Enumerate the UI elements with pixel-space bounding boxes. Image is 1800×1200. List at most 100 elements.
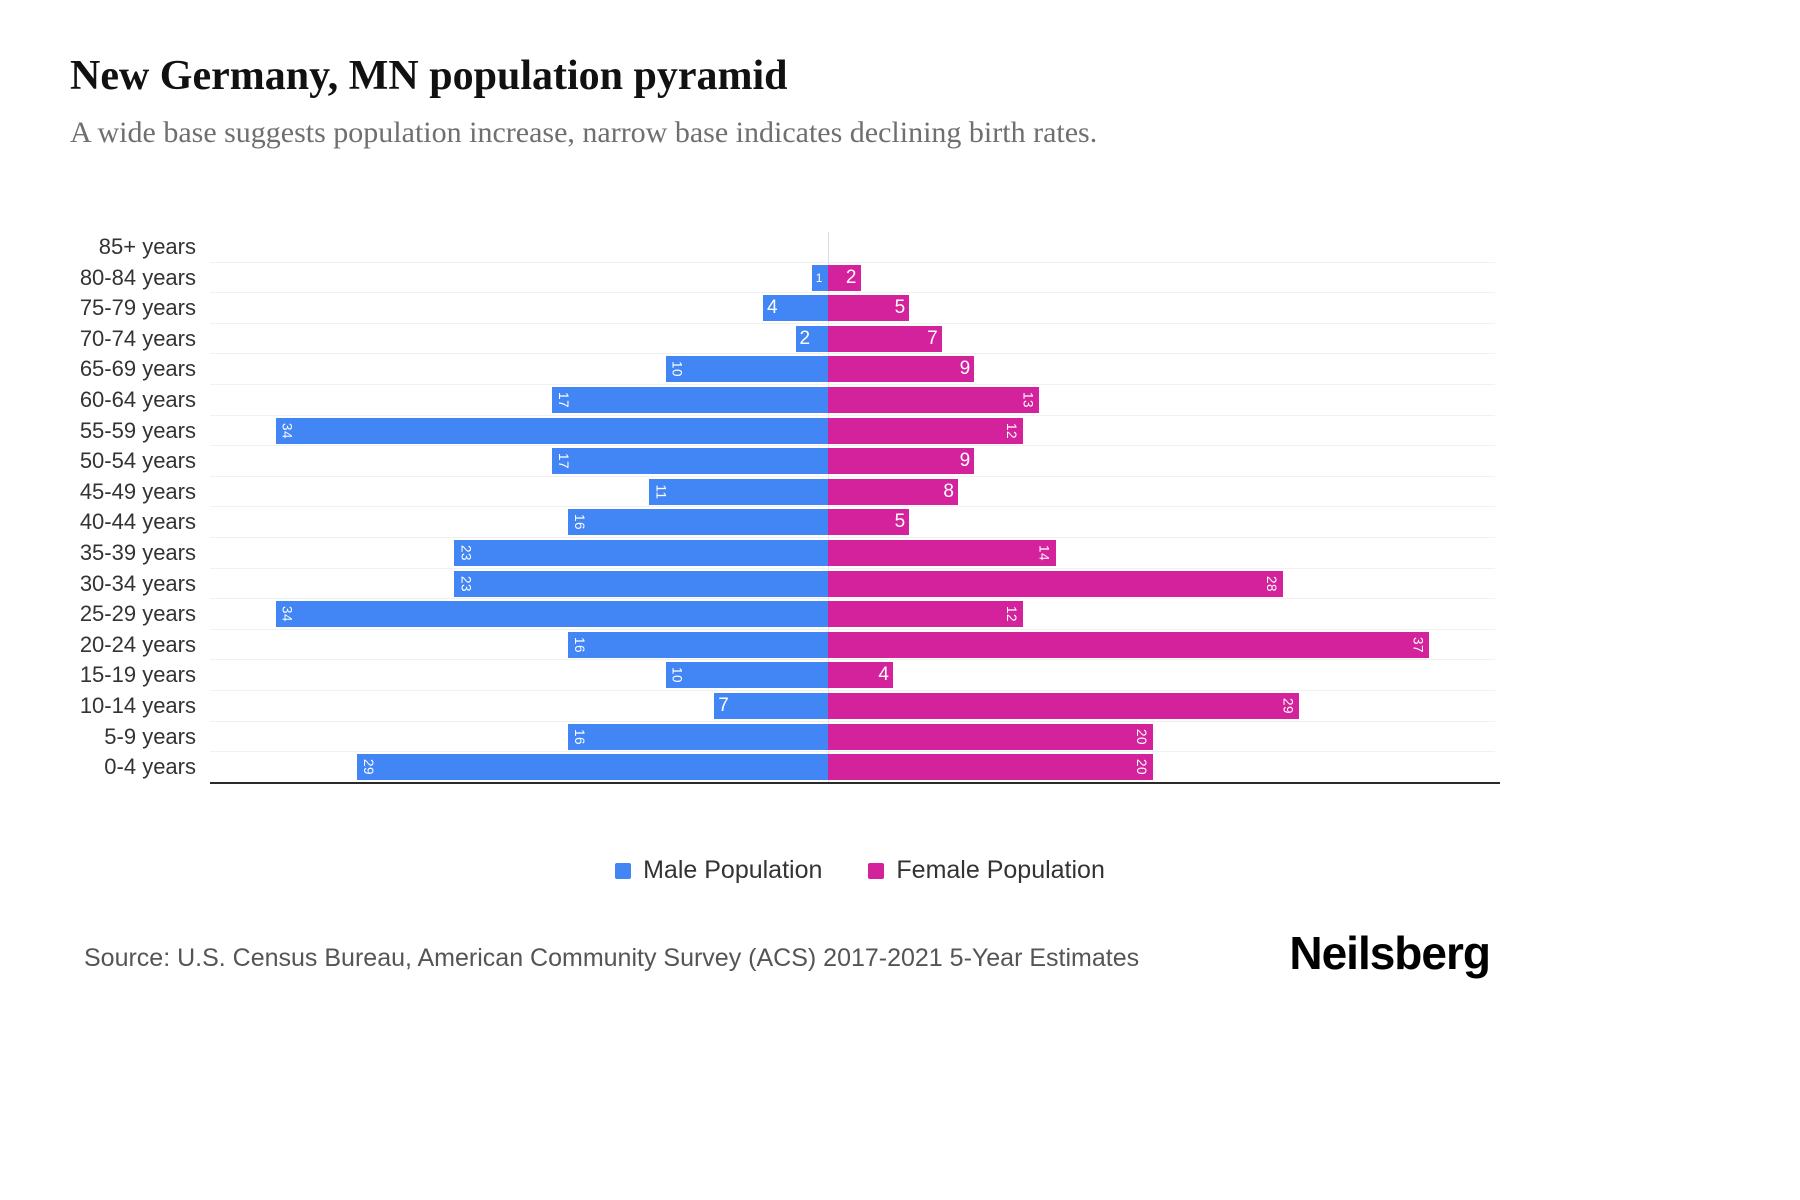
age-group-label: 15-19 years [79, 662, 196, 688]
female-bar: 20 [828, 754, 1153, 781]
chart-row: 65-69 years 10 9 [70, 354, 1510, 385]
plot-area: 17 13 [210, 385, 1495, 416]
page-subtitle: A wide base suggests population increase… [70, 116, 1098, 149]
female-bar: 7 [828, 325, 942, 352]
chart-row: 0-4 years 29 20 [70, 752, 1510, 783]
female-bar: 8 [828, 478, 958, 505]
male-bar-value: 1 [815, 270, 823, 285]
population-pyramid-chart: 85+ years 80-84 years 1 2 75-79 years 4 5 70-74… [70, 232, 1510, 784]
chart-row: 50-54 years 17 9 [70, 446, 1510, 477]
male-bar: 1 [811, 264, 828, 291]
female-bar-value: 12 [1004, 606, 1019, 623]
brand-logo: Neilsberg [1289, 927, 1491, 979]
female-bar-value: 2 [845, 266, 857, 288]
age-group-label: 20-24 years [79, 631, 196, 657]
male-bar: 16 [568, 631, 828, 658]
female-bar-value: 8 [943, 480, 954, 502]
plot-area: 23 28 [210, 569, 1495, 600]
plot-area: 17 9 [210, 446, 1495, 477]
chart-row: 80-84 years 1 2 [70, 263, 1510, 294]
chart-row: 70-74 years 2 7 [70, 324, 1510, 355]
female-legend-swatch-icon [868, 862, 885, 879]
male-bar-value: 29 [360, 759, 376, 776]
age-group-label: 10-14 years [79, 692, 196, 718]
age-group-label: 55-59 years [79, 417, 196, 443]
age-group-label: 60-64 years [79, 386, 196, 412]
male-bar-value: 16 [572, 636, 587, 653]
female-bar: 2 [828, 264, 861, 291]
male-bar: 16 [568, 509, 828, 536]
male-bar: 11 [649, 478, 828, 505]
female-bar-value: 28 [1264, 575, 1279, 592]
legend-item-male[interactable]: Male Population [615, 856, 822, 885]
chart-row: 20-24 years 16 37 [70, 630, 1510, 661]
chart-legend: Male Population Female Population [60, 856, 1660, 885]
male-bar: 23 [454, 570, 828, 597]
female-bar-value: 29 [1280, 697, 1296, 714]
female-bar: 29 [828, 692, 1300, 719]
female-bar-value: 12 [1004, 422, 1019, 439]
male-bar-value: 10 [669, 361, 685, 378]
female-bar: 5 [828, 509, 910, 536]
female-bar-value: 20 [1134, 728, 1149, 745]
female-bar-value: 9 [959, 358, 971, 380]
age-group-label: 30-34 years [79, 570, 196, 596]
female-bar: 13 [828, 386, 1040, 413]
chart-row: 40-44 years 16 5 [70, 507, 1510, 538]
female-bar: 20 [828, 723, 1153, 750]
page-title: New Germany, MN population pyramid [70, 53, 788, 99]
legend-item-female[interactable]: Female Population [868, 856, 1105, 885]
plot-area: 16 37 [210, 630, 1495, 661]
female-bar: 4 [828, 662, 893, 689]
age-group-label: 50-54 years [79, 448, 196, 474]
female-bar-value: 37 [1410, 636, 1426, 653]
female-bar-value: 14 [1036, 544, 1052, 561]
female-bar-value: 4 [878, 664, 889, 686]
male-bar: 23 [454, 539, 828, 566]
age-group-label: 85+ years [98, 234, 196, 259]
age-group-label: 65-69 years [79, 356, 196, 382]
chart-row: 60-64 years 17 13 [70, 385, 1510, 416]
male-bar-value: 34 [279, 422, 295, 439]
chart-row: 45-49 years 11 8 [70, 477, 1510, 508]
male-bar: 2 [795, 325, 828, 352]
legend-label-male: Male Population [643, 856, 823, 884]
male-bar-value: 17 [555, 453, 571, 470]
female-bar-value: 5 [894, 511, 906, 533]
chart-row: 85+ years [70, 232, 1510, 263]
chart-row: 15-19 years 10 4 [70, 660, 1510, 691]
male-bar: 16 [568, 723, 828, 750]
source-attribution: Source: U.S. Census Bureau, American Com… [84, 944, 1140, 972]
male-bar: 17 [551, 448, 828, 475]
chart-row: 75-79 years 4 5 [70, 293, 1510, 324]
male-bar-value: 7 [718, 694, 729, 716]
male-bar-value: 4 [767, 297, 778, 319]
plot-area [210, 232, 1495, 263]
chart-row: 55-59 years 34 12 [70, 416, 1510, 447]
age-group-label: 70-74 years [79, 325, 196, 351]
age-group-label: 25-29 years [79, 601, 196, 627]
age-group-label: 35-39 years [79, 539, 196, 565]
chart-row: 25-29 years 34 12 [70, 599, 1510, 630]
plot-area: 34 12 [210, 416, 1495, 447]
female-bar: 14 [828, 539, 1056, 566]
plot-area: 7 29 [210, 691, 1495, 722]
male-bar: 7 [714, 692, 828, 719]
chart-row: 30-34 years 23 28 [70, 569, 1510, 600]
male-bar-value: 34 [279, 606, 295, 623]
female-bar: 12 [828, 601, 1023, 628]
chart-row: 10-14 years 7 29 [70, 691, 1510, 722]
chart-bottom-axis [210, 782, 1500, 784]
male-bar-value: 16 [572, 728, 587, 745]
female-bar: 28 [828, 570, 1283, 597]
plot-rows: 85+ years 80-84 years 1 2 75-79 years 4 5 70-74… [70, 232, 1510, 784]
female-bar: 37 [828, 631, 1430, 658]
male-bar: 17 [551, 386, 828, 413]
female-bar: 9 [828, 448, 975, 475]
plot-area: 23 14 [210, 538, 1495, 569]
male-bar-value: 11 [653, 484, 669, 500]
male-bar: 34 [275, 601, 828, 628]
chart-row: 35-39 years 23 14 [70, 538, 1510, 569]
